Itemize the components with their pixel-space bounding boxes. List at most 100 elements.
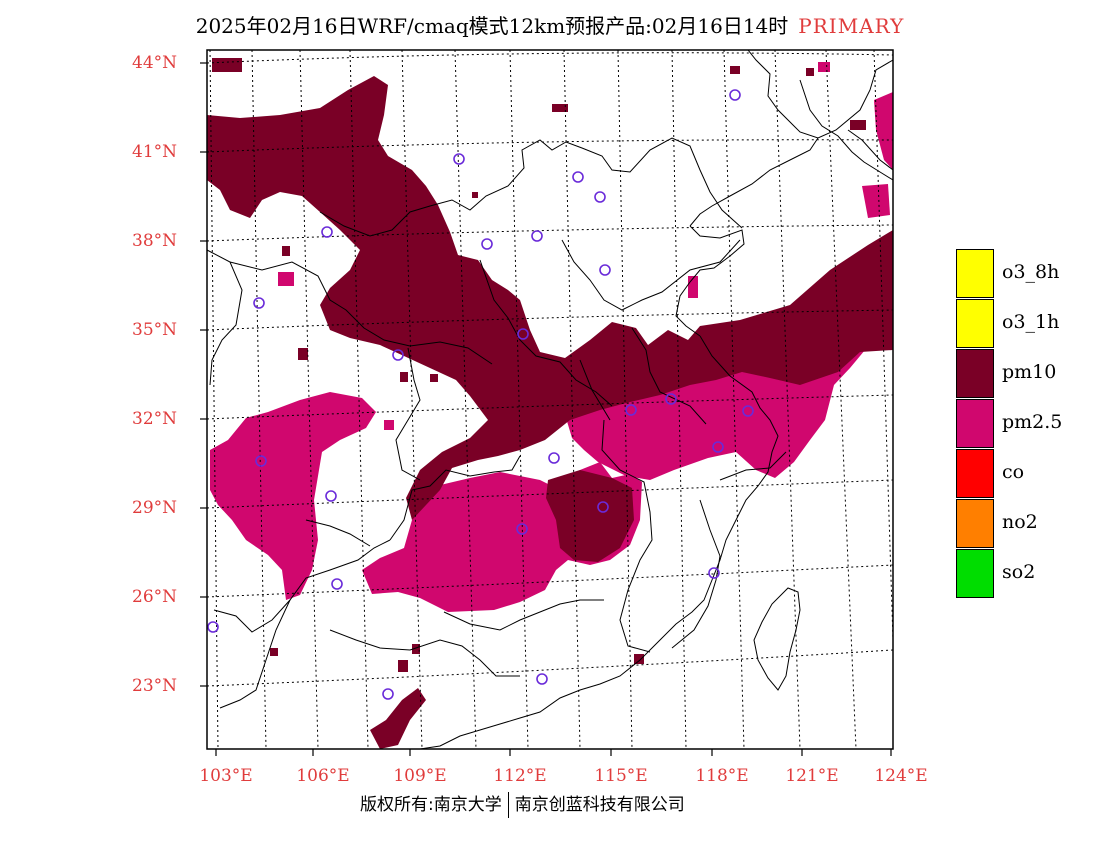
legend-label: o3_1h [1002,311,1060,333]
lat-label: 38°N [132,231,178,251]
primary-tag: PRIMARY [798,14,905,38]
ne-pm25-patch [862,184,890,218]
city-marker [729,89,741,101]
copyright-left: 版权所有:南京大学 [360,795,502,815]
city-marker [599,264,611,276]
pm10-cell [850,120,866,130]
city-marker [321,226,333,238]
city-marker [517,328,529,340]
lat-label: 44°N [132,53,178,73]
legend-swatch [956,249,994,298]
legend-swatch [956,449,994,498]
city-marker [253,297,265,309]
pm10-cell [398,660,408,672]
boundary-line [443,599,604,631]
coast-line [419,335,779,749]
city-marker [594,191,606,203]
pollutant-legend: o3_8h o3_1h pm10 pm2.5 co no2 so2 [956,249,1086,599]
pm10-cell [730,66,740,74]
city-marker [453,153,465,165]
city-marker [255,455,267,467]
legend-item: pm2.5 [956,399,1086,449]
coast-line [747,50,893,139]
boundary-line [719,451,787,481]
city-marker [207,621,219,633]
legend-item: o3_1h [956,299,1086,349]
coastline [419,50,893,749]
pm25-cell [818,62,830,72]
city-marker [625,404,637,416]
north-pm10-region [207,76,893,520]
pm10-cell [634,654,644,664]
boundary-line [329,629,520,677]
boundary-line [305,519,371,547]
korea-coast [847,129,893,171]
legend-label: so2 [1002,561,1036,583]
boundary-line [561,239,741,311]
city-markers [207,89,754,700]
lat-label: 26°N [132,587,178,607]
east-pm25-region [566,240,893,480]
northeast-border [799,79,893,181]
legend-item: so2 [956,549,1086,599]
legend-item: pm10 [956,349,1086,399]
taiwan-island [753,587,801,691]
city-marker [325,490,337,502]
lat-label: 29°N [132,498,178,518]
pm25-regions [210,62,893,612]
map-frame [206,49,894,750]
boundary-line [319,137,743,237]
copyright-right: 南京创蓝科技有限公司 [514,795,685,815]
legend-label: o3_8h [1002,261,1060,283]
lat-label: 32°N [132,409,178,429]
boundary-line [395,347,421,481]
boundary-line [579,359,611,421]
map-area [207,50,893,749]
lat-label: 41°N [132,142,178,162]
lat-label: 35°N [132,320,178,340]
city-marker [597,501,609,513]
pm10-cell [282,246,290,256]
city-marker [708,567,720,579]
legend-item: co [956,449,1086,499]
map-title-main: 2025年02月16日WRF/cmaq模式12km预报产品:02月16日14时 [195,14,789,38]
axis-ticks [200,62,892,756]
legend-swatch [956,349,994,398]
pm25-cell [688,276,698,298]
map-title: 2025年02月16日WRF/cmaq模式12km预报产品:02月16日14时 P… [0,10,1100,39]
legend-label: pm2.5 [1002,411,1063,433]
legend-swatch [956,549,994,598]
pm10-cell [552,104,568,112]
city-marker [712,441,724,453]
boundary-line [631,327,707,425]
city-marker [572,171,584,183]
pm10-cell [298,348,308,360]
boundary-line [671,499,721,649]
lon-label: 124°E [874,766,928,786]
legend-label: co [1002,461,1025,483]
yunnan-pm10-streak [370,688,426,749]
pm10-cell [806,68,814,76]
city-marker [382,688,394,700]
legend-swatch [956,499,994,548]
legend-item: o3_8h [956,249,1086,299]
lat-label: 23°N [132,676,178,696]
province-boundaries [207,137,787,709]
pm10-cell [212,58,242,72]
city-marker [331,578,343,590]
lon-label: 103°E [199,766,253,786]
sichuan-pm25-region [210,392,376,600]
pm10-cell [430,374,438,382]
lon-label: 118°E [695,766,749,786]
legend-item: no2 [956,499,1086,549]
coast-line [675,225,745,337]
pm25-cell [384,420,394,430]
city-marker [531,230,543,242]
pm10-cell [412,644,420,654]
city-marker [742,405,754,417]
lon-label: 109°E [393,766,447,786]
legend-swatch [956,299,994,348]
legend-swatch [956,399,994,448]
legend-label: pm10 [1002,361,1057,383]
